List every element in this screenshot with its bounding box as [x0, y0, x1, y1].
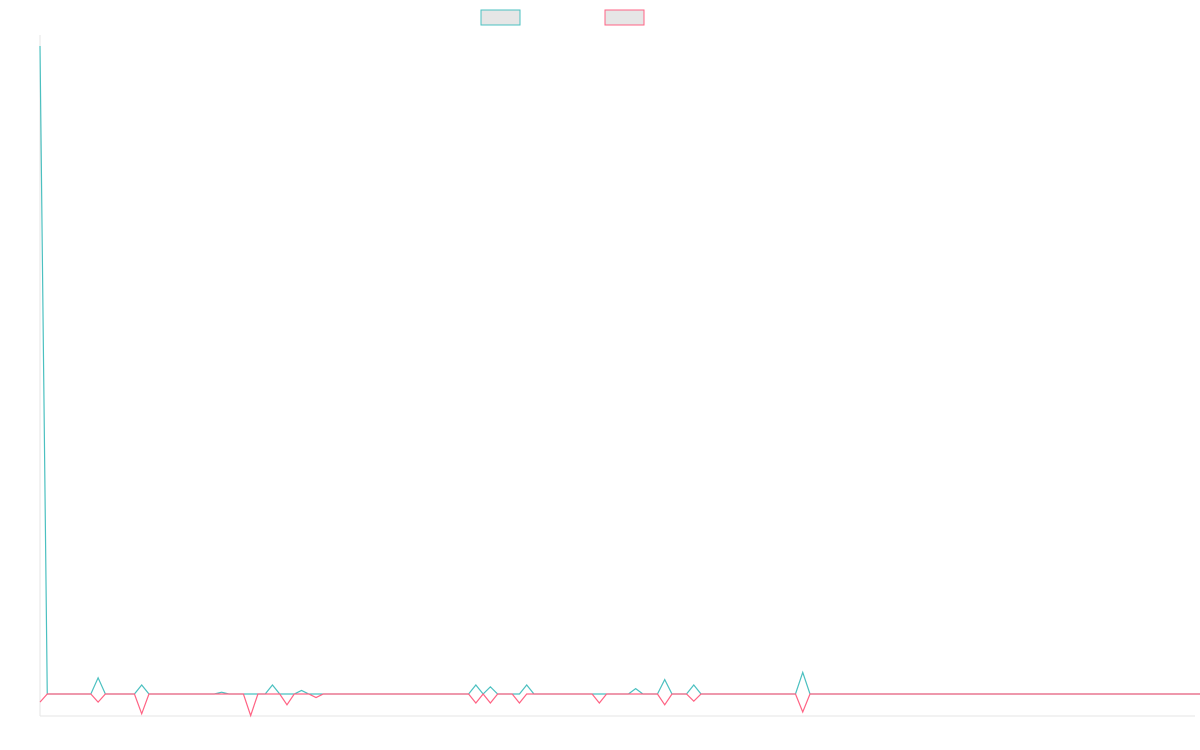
- plot-area: [39, 45, 1200, 718]
- axes: [39, 35, 1195, 717]
- series-line-2: [39, 693, 1200, 718]
- legend-swatch-series-2: [604, 9, 645, 26]
- legend-swatch-series-1: [480, 9, 521, 26]
- series-line-1: [39, 45, 1200, 695]
- legend: [480, 9, 645, 26]
